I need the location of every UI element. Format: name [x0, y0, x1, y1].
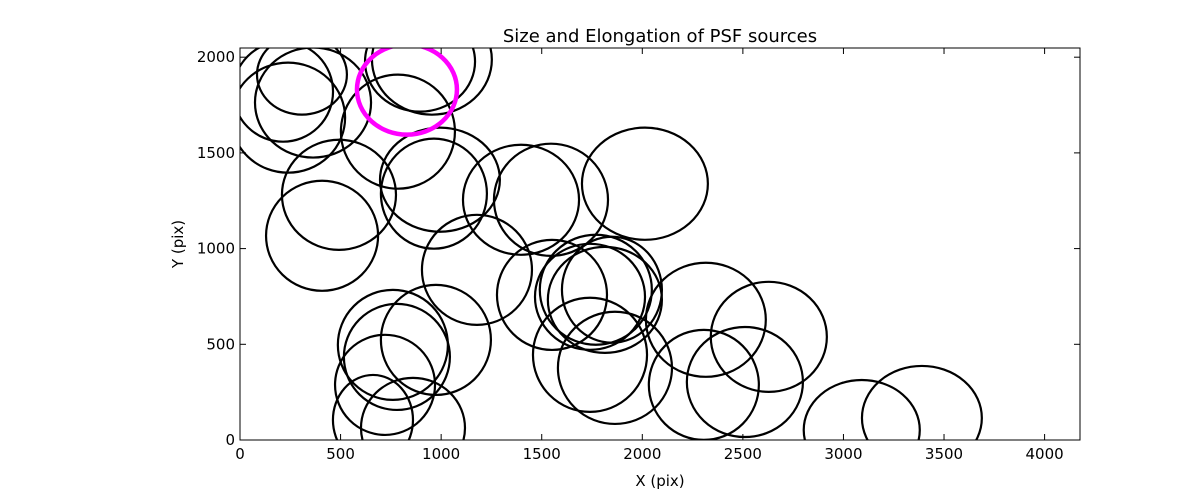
source-ellipse: [331, 373, 415, 440]
x-tick-label: 2500: [724, 445, 762, 463]
x-tick-label: 500: [326, 445, 355, 463]
source-ellipse: [240, 61, 347, 174]
source-ellipse: [531, 296, 649, 413]
y-axis-label: Y (pix): [169, 220, 187, 269]
x-tick-label: 3500: [925, 445, 963, 463]
source-ellipse: [379, 283, 493, 397]
y-tick-label: 0: [225, 431, 235, 449]
source-ellipse: [280, 138, 398, 251]
chart-title: Size and Elongation of PSF sources: [503, 26, 817, 47]
source-ellipse: [461, 143, 581, 256]
source-ellipse: [802, 378, 921, 440]
highlighted-source-ellipse: [354, 48, 460, 137]
x-tick-label: 4000: [1026, 445, 1064, 463]
source-ellipse: [339, 73, 457, 190]
y-tick-label: 500: [206, 335, 235, 353]
source-ellipse: [264, 179, 380, 292]
source-ellipse: [709, 280, 828, 393]
axis-ticks: 0 500 1000 1500 2000 2500 3000 3500 4000 0 500 1000…: [197, 48, 1080, 463]
source-ellipse: [495, 238, 609, 352]
source-ellipse: [240, 48, 335, 143]
plot-frame: [239, 47, 1081, 441]
x-axis-label: X (pix): [635, 472, 684, 490]
source-ellipse: [378, 126, 501, 233]
source-ellipse: [546, 245, 664, 355]
x-tick-label: 1500: [523, 445, 561, 463]
source-ellipse: [644, 261, 767, 378]
ellipse-layer: [240, 48, 983, 440]
source-ellipse: [533, 242, 647, 351]
x-tick-label: 2000: [623, 445, 661, 463]
source-ellipse: [420, 213, 534, 326]
source-ellipse: [253, 48, 373, 159]
x-tick-label: 3000: [824, 445, 862, 463]
x-tick-label: 0: [235, 445, 245, 463]
y-tick-label: 1500: [197, 144, 235, 162]
source-ellipse: [685, 325, 805, 439]
source-ellipse: [860, 364, 983, 440]
source-ellipse: [370, 48, 493, 116]
x-tick-label: 1000: [422, 445, 460, 463]
source-ellipse: [333, 333, 437, 437]
source-ellipse: [580, 126, 709, 241]
y-tick-label: 1000: [197, 240, 235, 258]
source-ellipse: [359, 376, 467, 440]
source-ellipse: [538, 233, 653, 346]
source-ellipse: [255, 48, 348, 116]
y-tick-label: 2000: [197, 48, 235, 66]
source-ellipse: [379, 137, 489, 250]
